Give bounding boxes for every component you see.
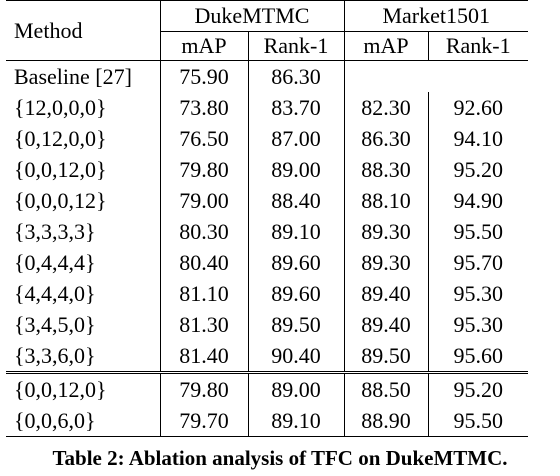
ablation-table: Method DukeMTMC Market1501 mAP Rank-1 mA… — [6, 0, 528, 437]
method-cell: {0,0,12,0} — [6, 371, 161, 405]
market-map-cell — [344, 60, 428, 92]
table-header-row: Method DukeMTMC Market1501 — [6, 0, 528, 61]
duke-map-cell: 79.70 — [160, 405, 249, 437]
table-row: {4,4,4,0} 81.10 89.60 89.40 95.30 — [6, 278, 528, 309]
table-row: Baseline [27] 75.90 86.30 — [6, 60, 528, 92]
market-rank1-header: Rank-1 — [445, 33, 511, 58]
duke-map-cell: 81.40 — [160, 340, 249, 373]
duke-rank1-header: Rank-1 — [248, 31, 345, 61]
duke-rank1-cell: 90.40 — [248, 340, 345, 373]
market-rank1-cell: 94.10 — [453, 125, 504, 151]
duke-rank1-cell: 89.50 — [248, 309, 345, 340]
method-cell: {3,4,5,0} — [6, 309, 161, 340]
duke-map-cell: 81.30 — [160, 309, 249, 340]
market-rank1-cell: 95.30 — [453, 280, 504, 306]
duke-rank1-cell: 87.00 — [248, 123, 345, 154]
duke-map-cell: 80.30 — [160, 216, 249, 247]
duke-rank1-cell: 89.10 — [248, 216, 345, 247]
duke-rank1-cell: 89.10 — [248, 405, 345, 437]
method-cell: Baseline [27] — [6, 60, 161, 92]
duke-map-cell: 75.90 — [160, 60, 249, 92]
market-rank1-cell: 95.20 — [453, 156, 504, 182]
duke-rank1-cell: 89.60 — [248, 278, 345, 309]
method-cell: {0,0,6,0} — [6, 405, 161, 437]
market-map-cell: 89.40 — [344, 278, 429, 309]
table-row: {3,3,3,3} 80.30 89.10 89.30 95.50 — [6, 216, 528, 247]
market1501-group-header: Market1501 — [344, 0, 528, 32]
method-cell: {0,0,12,0} — [6, 154, 161, 185]
table-subheader-row: mAP Rank-1 mAP Rank-1 — [6, 31, 528, 61]
table-caption: Table 2: Ablation analysis of TFC on Duk… — [52, 446, 508, 470]
method-cell: {0,0,0,12} — [6, 185, 161, 216]
market-rank1-cell: 94.90 — [453, 187, 504, 213]
market-map-cell: 89.50 — [344, 340, 429, 373]
table-row: {3,3,6,0} 81.40 90.40 89.50 95.60 — [6, 340, 528, 373]
market-map-cell: 89.30 — [344, 216, 429, 247]
market-rank1-cell: 95.30 — [453, 311, 504, 337]
duke-rank1-cell: 86.30 — [248, 60, 345, 92]
method-cell: {0,4,4,4} — [6, 247, 161, 278]
market-rank1-cell: 95.20 — [428, 371, 528, 405]
table-row: {12,0,0,0} 73.80 83.70 82.30 92.60 — [6, 92, 528, 123]
market-map-cell: 88.90 — [344, 405, 429, 437]
method-cell: {4,4,4,0} — [6, 278, 161, 309]
market-rank1-cell: 95.50 — [428, 405, 528, 437]
market-map-header: mAP — [344, 31, 429, 61]
duke-map-cell: 79.80 — [160, 154, 249, 185]
duke-map-cell: 79.80 — [160, 371, 249, 405]
market-map-cell: 88.30 — [344, 154, 429, 185]
market-map-cell: 88.10 — [344, 185, 429, 216]
method-cell: {3,3,6,0} — [6, 340, 161, 373]
market-rank1-cell: 92.60 — [453, 94, 504, 120]
market-rank1-cell: 95.50 — [453, 218, 504, 244]
duke-rank1-cell: 83.70 — [248, 92, 345, 123]
dukemtmc-group-header: DukeMTMC — [160, 0, 345, 32]
table-body: Baseline [27] 75.90 86.30 {12,0,0,0} 73.80 83… — [6, 60, 528, 437]
market-map-cell: 89.30 — [344, 247, 429, 278]
duke-rank1-cell: 88.40 — [248, 185, 345, 216]
market-map-cell: 82.30 — [344, 92, 429, 123]
duke-map-cell: 81.10 — [160, 278, 249, 309]
duke-rank1-cell: 89.00 — [248, 371, 345, 405]
table-row: {0,0,0,12} 79.00 88.40 88.10 94.90 — [6, 185, 528, 216]
market-rank1-cell: 95.60 — [453, 342, 504, 368]
duke-map-cell: 76.50 — [160, 123, 249, 154]
table-row: {0,0,12,0} 79.80 89.00 88.50 95.20 — [6, 371, 528, 405]
table-row: {0,0,6,0} 79.70 89.10 88.90 95.50 — [6, 405, 528, 437]
method-cell: {12,0,0,0} — [6, 92, 161, 123]
table-row: {3,4,5,0} 81.30 89.50 89.40 95.30 — [6, 309, 528, 340]
duke-rank1-cell: 89.00 — [248, 154, 345, 185]
duke-map-header: mAP — [160, 31, 249, 61]
duke-map-cell: 73.80 — [160, 92, 249, 123]
duke-map-cell: 79.00 — [160, 185, 249, 216]
market-rank1-cell: 95.70 — [453, 249, 504, 275]
market-rank1-cell — [428, 60, 528, 92]
method-cell: {0,12,0,0} — [6, 123, 161, 154]
duke-rank1-cell: 89.60 — [248, 247, 345, 278]
method-header: Method — [6, 0, 161, 61]
market-map-cell: 89.40 — [344, 309, 429, 340]
market-map-cell: 86.30 — [344, 123, 429, 154]
duke-map-cell: 80.40 — [160, 247, 249, 278]
method-cell: {3,3,3,3} — [6, 216, 161, 247]
market-map-cell: 88.50 — [344, 371, 429, 405]
table-row: {0,0,12,0} 79.80 89.00 88.30 95.20 — [6, 154, 528, 185]
table-row: {0,4,4,4} 80.40 89.60 89.30 95.70 — [6, 247, 528, 278]
table-row: {0,12,0,0} 76.50 87.00 86.30 94.10 — [6, 123, 528, 154]
